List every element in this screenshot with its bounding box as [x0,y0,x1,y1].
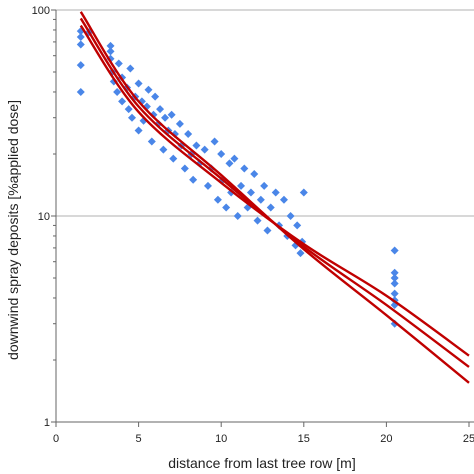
data-point [203,181,212,190]
data-point [189,175,198,184]
data-point [184,130,193,139]
x-tick-label: 0 [53,433,59,445]
data-point [253,216,262,225]
x-tick-label: 10 [215,433,227,445]
data-point [210,137,219,146]
fitted-curve [79,11,470,384]
data-point [134,79,143,88]
data-point [237,181,246,190]
data-point [156,105,165,114]
data-point [246,188,255,197]
fitted-curve [79,24,470,357]
data-point [230,154,239,163]
data-point [296,249,305,258]
y-tick-label: 10 [38,211,50,223]
data-point [151,92,160,101]
data-point [118,97,127,106]
x-tick-label: 20 [380,433,392,445]
data-point [213,195,222,204]
data-point [161,113,170,122]
data-point [134,126,143,135]
data-point [263,226,272,235]
data-point [76,32,85,41]
y-axis-title: downwind spray deposits [%applied dose] [5,100,21,360]
fitted-curves [79,11,470,384]
data-point [192,141,201,150]
data-point [279,195,288,204]
data-point [76,87,85,96]
data-point [169,154,178,163]
data-point [127,113,136,122]
data-point [114,59,123,68]
data-point [200,145,209,154]
data-point [390,268,399,277]
data-point [76,61,85,70]
data-point [159,145,168,154]
data-point [390,274,399,283]
data-point [217,149,226,158]
x-tick-label: 15 [298,433,310,445]
axes [51,9,474,427]
data-point [147,137,156,146]
x-tick-label: 25 [463,433,474,445]
data-point [266,203,275,212]
data-point [144,85,153,94]
data-point [106,47,115,56]
data-point [225,159,234,168]
data-point [390,289,399,298]
data-point [240,164,249,173]
data-point [256,195,265,204]
data-point [113,87,122,96]
data-point [250,169,259,178]
y-tick-label: 100 [32,5,50,17]
data-point [260,181,269,190]
x-tick-label: 5 [136,433,142,445]
data-point [390,279,399,288]
data-point [76,40,85,49]
data-point [286,212,295,220]
data-point [180,164,189,173]
data-point [299,188,308,197]
data-point [175,119,184,128]
data-point [222,203,231,212]
data-point [271,188,280,197]
data-point [390,246,399,255]
tick-labels: 0 5 10 15 20 25 1 10 100 [32,5,474,445]
data-point [124,105,133,114]
data-point [167,110,176,119]
data-point [126,64,135,73]
x-axis-title: distance from last tree row [m] [168,455,356,471]
data-point [233,212,242,220]
y-tick-label: 1 [44,417,50,429]
data-point [106,41,115,50]
data-point [293,221,302,230]
